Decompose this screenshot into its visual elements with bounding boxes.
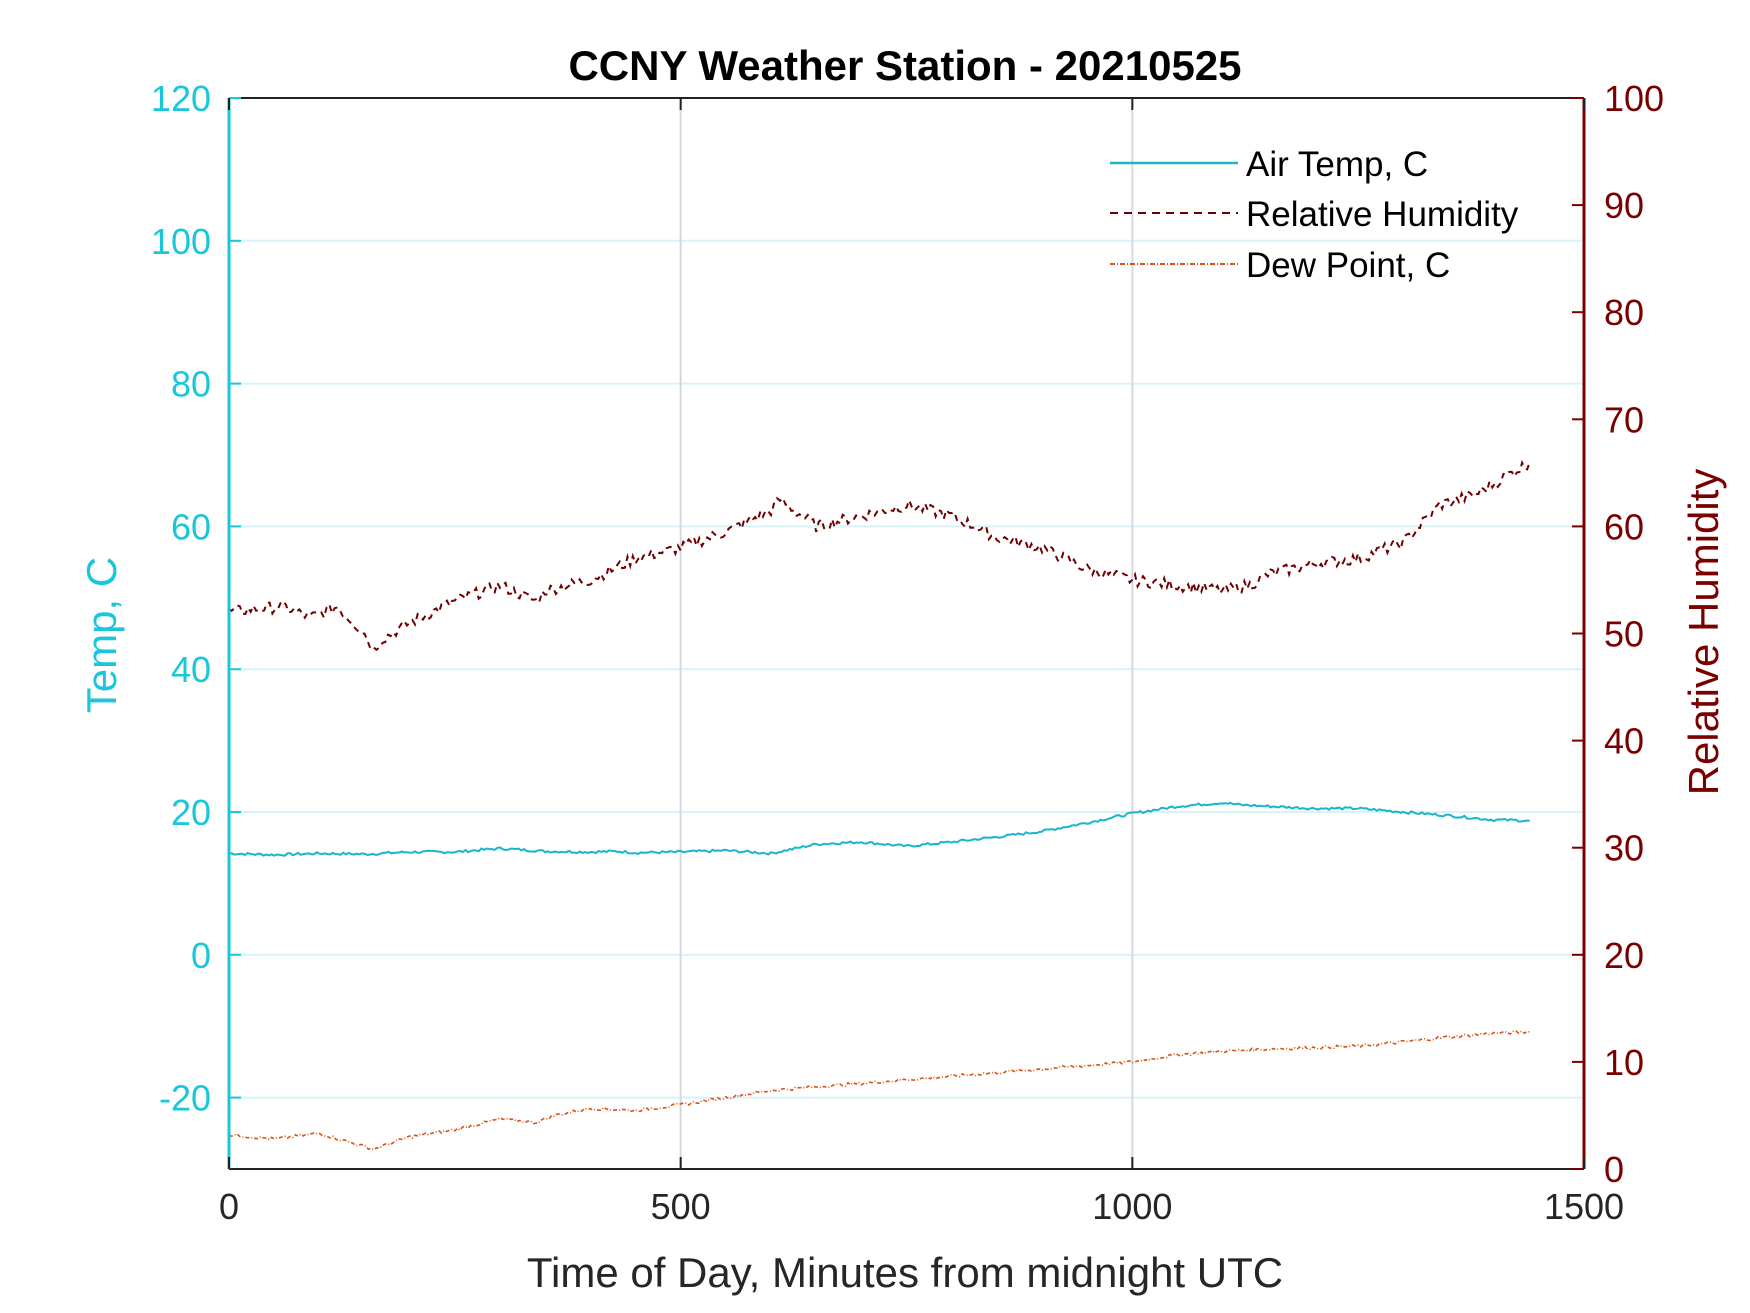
- left-tick-label: -20: [159, 1078, 211, 1119]
- x-axis-title: Time of Day, Minutes from midnight UTC: [527, 1249, 1283, 1296]
- right-tick-label: 60: [1604, 506, 1644, 547]
- right-tick-label: 80: [1604, 292, 1644, 333]
- legend-label-dew-point: Dew Point, C: [1246, 246, 1450, 285]
- right-tick-label: 0: [1604, 1149, 1624, 1190]
- series-lines: [228, 459, 1531, 1151]
- left-tick-label: 40: [171, 649, 211, 690]
- series-line-2: [228, 1030, 1530, 1151]
- chart-title: CCNY Weather Station - 20210525: [568, 42, 1241, 89]
- x-tick-label: 1500: [1544, 1186, 1624, 1227]
- left-tick-label: 120: [151, 78, 211, 119]
- tick-marks-and-labels: -20 0 20 40 60 80 100 120 0 10 20 30 40 50 60 70 80 90 100…: [151, 78, 1664, 1227]
- left-tick-label: 80: [171, 364, 211, 405]
- x-tick-label: 500: [651, 1186, 711, 1227]
- x-tick-label: 0: [219, 1186, 239, 1227]
- right-tick-label: 20: [1604, 935, 1644, 976]
- grid-lines: [229, 98, 1584, 1169]
- right-tick-label: 50: [1604, 614, 1644, 655]
- right-tick-label: 100: [1604, 78, 1664, 119]
- right-y-axis-title: Relative Humidity: [1680, 469, 1727, 796]
- right-tick-label: 30: [1604, 828, 1644, 869]
- right-tick-label: 40: [1604, 721, 1644, 762]
- legend-label-air-temp: Air Temp, C: [1246, 145, 1428, 184]
- series-line-1: [228, 459, 1531, 652]
- legend: Air Temp, C Relative Humidity Dew Point,…: [1110, 145, 1519, 285]
- plot-background: [229, 98, 1584, 1169]
- left-tick-label: 60: [171, 506, 211, 547]
- right-tick-label: 10: [1604, 1042, 1644, 1083]
- left-y-axis-title: Temp, C: [78, 557, 125, 713]
- x-tick-label: 1000: [1092, 1186, 1172, 1227]
- left-tick-label: 100: [151, 221, 211, 262]
- legend-label-humidity: Relative Humidity: [1246, 195, 1519, 234]
- right-tick-label: 70: [1604, 399, 1644, 440]
- series-line-0: [228, 801, 1530, 857]
- right-tick-label: 90: [1604, 185, 1644, 226]
- left-tick-label: 0: [191, 935, 211, 976]
- left-tick-label: 20: [171, 792, 211, 833]
